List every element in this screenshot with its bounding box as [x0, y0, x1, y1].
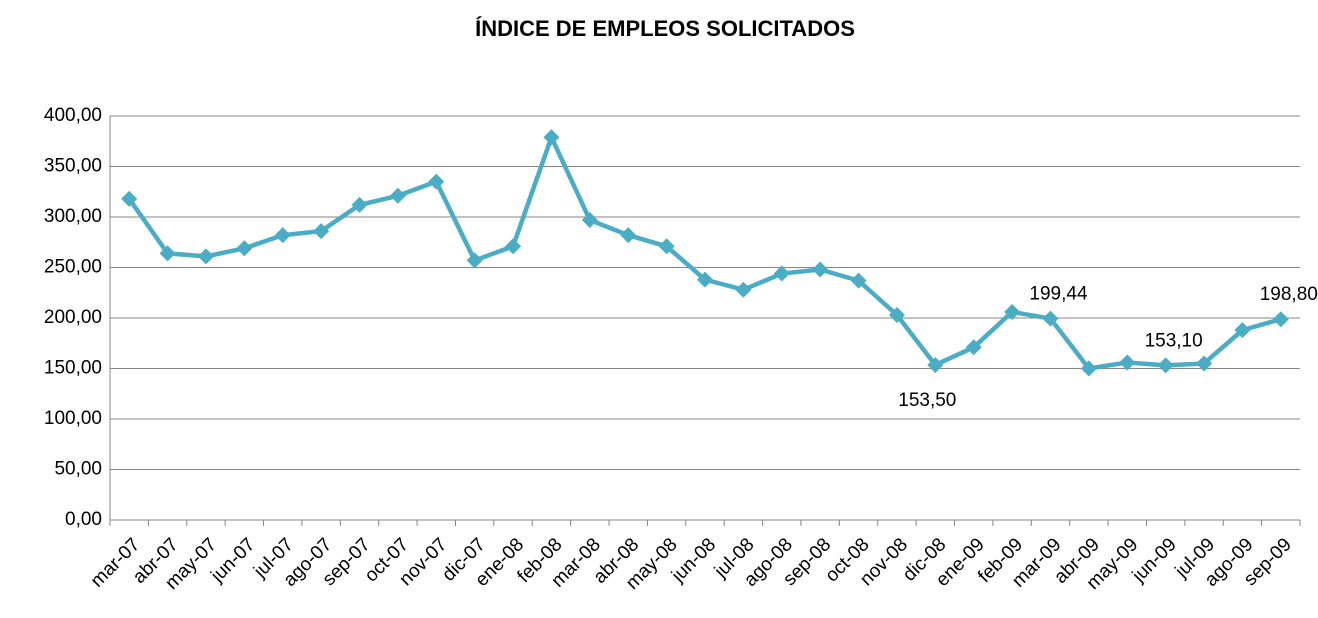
marker — [812, 261, 829, 278]
marker — [428, 173, 445, 190]
y-tick-label: 350,00 — [44, 156, 102, 177]
marker — [965, 339, 982, 356]
marker — [1157, 357, 1174, 374]
marker — [850, 272, 867, 289]
marker — [888, 306, 905, 323]
data-label: 153,50 — [898, 390, 956, 411]
y-tick-label: 200,00 — [44, 307, 102, 328]
x-tick-label: jun-07 — [207, 534, 260, 587]
marker — [1080, 360, 1097, 377]
data-label: 198,80 — [1260, 284, 1318, 305]
marker — [1004, 303, 1021, 320]
line — [127, 134, 1282, 371]
y-tick-label: 0,00 — [65, 509, 102, 530]
marker — [581, 212, 598, 229]
marker — [927, 356, 944, 373]
data-label: 153,10 — [1145, 330, 1203, 351]
marker — [735, 281, 752, 298]
marker — [505, 238, 522, 255]
marker — [236, 240, 253, 257]
data-label: 199,44 — [1029, 284, 1088, 305]
marker — [773, 265, 790, 282]
x-tick-label: mar-07 — [87, 534, 144, 591]
marker — [620, 227, 637, 244]
marker — [543, 129, 560, 146]
marker — [389, 187, 406, 204]
marker — [159, 245, 176, 262]
marker — [658, 238, 675, 255]
y-tick-label: 100,00 — [44, 408, 102, 429]
marker — [274, 227, 291, 244]
y-tick-label: 400,00 — [44, 105, 102, 126]
y-tick-label: 300,00 — [44, 206, 102, 227]
y-tick-label: 250,00 — [44, 257, 102, 278]
marker — [1272, 311, 1289, 328]
marker — [313, 223, 330, 240]
marker — [1196, 355, 1213, 372]
marker — [351, 196, 368, 213]
x-tick-label: jun-09 — [1128, 534, 1181, 587]
chart-title: ÍNDICE DE EMPLEOS SOLICITADOS — [475, 16, 855, 41]
x-tick-label: jun-08 — [667, 534, 720, 587]
marker — [466, 252, 483, 269]
y-tick-label: 150,00 — [44, 358, 102, 379]
marker — [197, 248, 214, 265]
marker — [1042, 310, 1059, 327]
marker — [697, 271, 713, 288]
marker — [1234, 322, 1251, 339]
marker — [121, 190, 138, 207]
y-tick-label: 50,00 — [54, 459, 102, 480]
marker — [1119, 354, 1136, 371]
